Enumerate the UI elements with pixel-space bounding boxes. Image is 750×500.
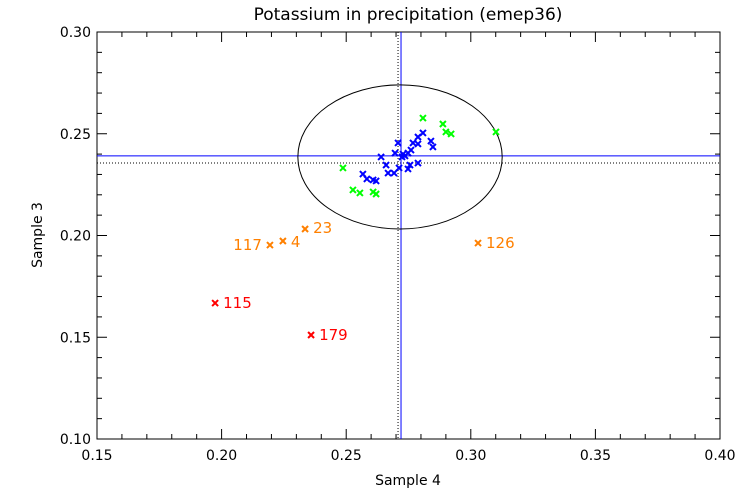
data-point [266,241,274,249]
data-point [391,149,399,157]
data-point [339,164,347,172]
data-point [439,120,447,128]
x-axis-label: Sample 4 [375,473,441,489]
y-tick-label: 0.25 [60,127,91,143]
data-point [369,176,377,184]
data-point [363,175,371,183]
data-point [429,143,437,151]
confidence-ellipse [297,84,503,230]
y-tick-label: 0.15 [60,330,91,346]
y-axis-label: Sample 3 [30,202,46,268]
data-point [406,161,414,169]
data-point [492,128,500,136]
y-tick-label: 0.20 [60,229,91,245]
data-point [356,189,364,197]
point-label: 126 [486,234,515,252]
data-point [301,225,309,233]
reference-lines [97,32,720,439]
point-label: 115 [223,294,252,312]
data-point [419,114,427,122]
data-point [427,137,435,145]
data-point [382,161,390,169]
data-points: 117 4 23 126 115 179 [211,114,515,344]
data-point [474,239,482,247]
data-point [409,139,417,147]
data-point [398,153,406,161]
data-point [384,169,392,177]
data-point [395,164,403,172]
point-label: 179 [319,326,348,344]
data-point [307,331,315,339]
data-point [349,186,357,194]
data-point [414,159,422,167]
x-tick-label: 0.35 [580,448,611,464]
x-tick-label: 0.30 [455,448,486,464]
data-point [390,169,398,177]
data-point [404,165,412,173]
data-point [394,139,402,147]
data-point [414,140,422,148]
point-label: 23 [313,219,332,237]
plot-frame [96,31,721,440]
x-tick-label: 0.40 [704,448,735,464]
point-label: 4 [291,233,301,251]
data-point [442,128,450,136]
point-label: 117 [233,236,262,254]
x-tick-label: 0.15 [81,448,112,464]
x-tick-label: 0.25 [331,448,362,464]
data-point [279,237,287,245]
y-tick-label: 0.10 [60,432,91,448]
data-point [377,153,385,161]
y-tick-label: 0.30 [60,25,91,41]
data-point [447,130,455,138]
data-point [414,133,422,141]
axes: 0.15 0.20 0.25 0.30 0.35 0.400.100.150.200.25… [60,25,736,464]
chart-title: Potassium in precipitation (emep36) [254,5,563,25]
data-point [372,190,380,198]
x-tick-label: 0.20 [206,448,237,464]
data-point [211,299,219,307]
